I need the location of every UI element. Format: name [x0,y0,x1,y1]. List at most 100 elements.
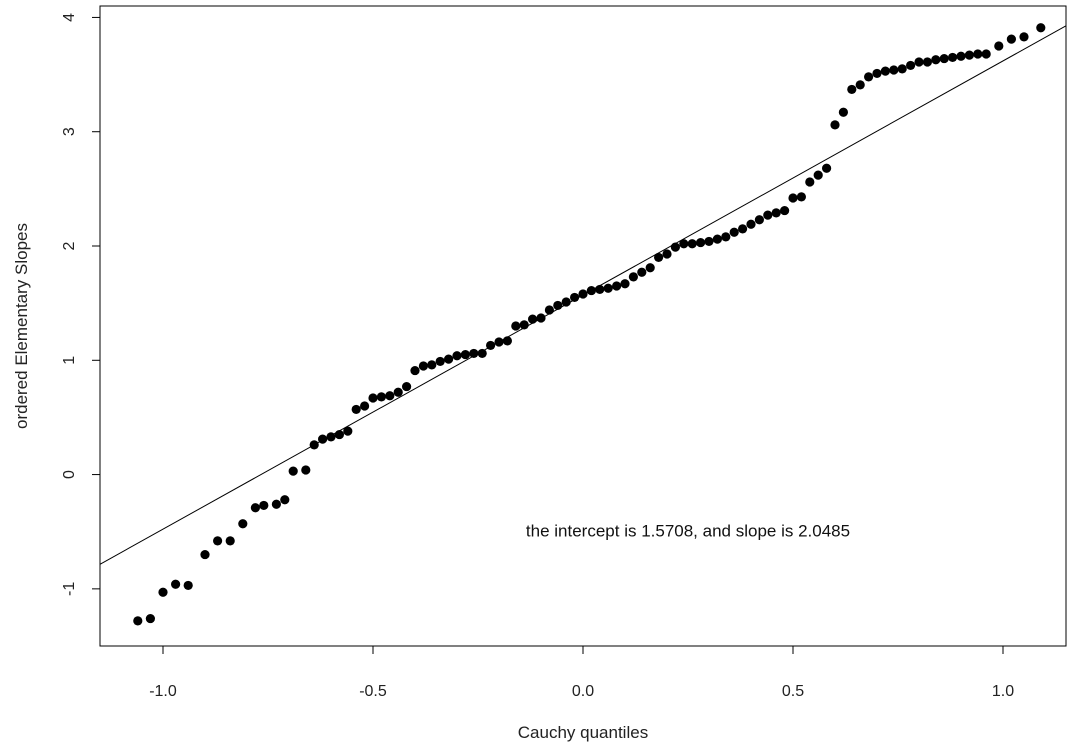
data-point [729,227,739,237]
data-point [956,51,966,61]
data-points [133,23,1046,626]
data-point [225,536,235,546]
data-point [771,208,781,218]
data-point [628,272,639,282]
y-axis-title: ordered Elementary Slopes [12,223,31,429]
data-point [897,64,907,74]
data-point [838,107,849,117]
data-point [511,321,521,331]
data-point [368,393,378,403]
y-tick-label: 1 [61,356,78,365]
data-point [528,314,538,324]
data-point [171,579,181,589]
x-tick-label: 0.5 [782,683,804,700]
x-tick-label: -0.5 [359,683,387,700]
data-point [595,284,605,295]
data-point [1019,32,1029,42]
data-point [259,500,269,511]
data-point [334,429,344,440]
data-point [477,348,487,359]
data-point [620,279,630,289]
data-point [553,300,563,311]
data-point [318,434,328,444]
data-point [788,193,798,203]
data-point [385,391,395,401]
data-point [280,495,290,505]
data-point [712,234,723,244]
data-point [973,49,983,59]
data-point [763,210,773,220]
data-point [133,616,143,626]
data-point [288,466,298,476]
y-tick-label: 2 [61,241,78,250]
data-point [301,465,311,475]
data-point [410,365,420,376]
data-point [145,613,155,624]
data-point [536,313,546,323]
data-point [687,239,697,249]
data-point [780,205,790,216]
data-point [460,349,470,360]
data-point [469,348,479,359]
data-point [612,281,622,291]
data-point [402,381,412,392]
data-point [603,283,613,293]
data-point [326,432,336,442]
data-point [964,50,975,60]
data-point [1036,23,1046,33]
data-point [200,549,210,560]
y-tick-label: 4 [61,13,78,22]
data-point [645,263,655,273]
data-point [880,66,891,76]
y-axis: -1 0 1 2 3 4 [61,13,100,596]
annotation-text: the intercept is 1.5708, and slope is 2.… [526,521,850,540]
data-point [948,52,958,63]
data-point [704,236,714,247]
y-tick-label: 3 [61,127,78,136]
data-point [376,392,386,402]
data-point [238,519,248,529]
data-point [889,65,899,75]
data-point [586,285,597,296]
data-point [855,80,865,90]
data-point [796,192,807,202]
data-point [679,239,689,249]
data-point [544,305,555,315]
data-point [494,337,504,347]
data-point [1006,34,1017,44]
data-point [721,232,731,242]
data-point [519,320,529,330]
data-point [994,41,1004,51]
data-point [444,354,454,364]
data-point [561,297,571,307]
data-point [435,356,445,367]
data-point [931,55,941,65]
data-point [360,401,370,411]
data-point [906,60,916,71]
data-point [939,53,949,64]
data-point [427,360,437,370]
data-point [486,340,496,351]
data-point [847,84,857,95]
data-point [570,292,580,303]
x-tick-label: 1.0 [992,683,1014,700]
x-tick-label: -1.0 [149,683,177,700]
data-point [813,170,823,180]
x-axis-title: Cauchy quantiles [518,723,648,742]
data-point [822,163,832,173]
y-tick-label: -1 [61,582,78,596]
data-point [696,237,706,248]
data-point [805,177,815,187]
data-point [250,503,260,513]
data-point [351,404,361,415]
data-point [746,219,756,229]
data-point [452,351,462,361]
data-point [309,440,319,450]
data-point [578,289,588,299]
data-point [393,387,403,397]
data-point [981,49,991,59]
data-point [922,57,933,67]
y-tick-label: 0 [61,470,78,479]
data-point [502,336,512,346]
data-point [738,224,748,234]
